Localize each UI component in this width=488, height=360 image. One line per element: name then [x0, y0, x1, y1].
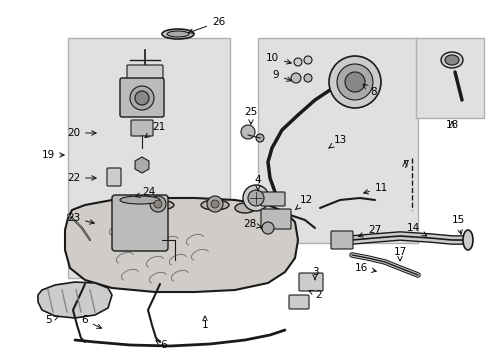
FancyBboxPatch shape — [112, 195, 168, 251]
Polygon shape — [65, 198, 297, 292]
Text: 22: 22 — [67, 173, 96, 183]
Ellipse shape — [120, 196, 160, 204]
Text: 27: 27 — [358, 225, 381, 237]
Circle shape — [328, 56, 380, 108]
Circle shape — [247, 190, 264, 206]
Bar — [68, 38, 229, 278]
Text: 19: 19 — [41, 150, 64, 160]
Text: 15: 15 — [450, 215, 464, 234]
Text: 6: 6 — [81, 315, 102, 328]
Circle shape — [241, 125, 254, 139]
Circle shape — [293, 58, 302, 66]
Circle shape — [206, 196, 223, 212]
FancyBboxPatch shape — [107, 168, 121, 186]
Polygon shape — [38, 282, 112, 318]
Text: 9: 9 — [272, 70, 291, 81]
Text: 17: 17 — [392, 247, 406, 261]
Text: 10: 10 — [265, 53, 291, 64]
Text: 2: 2 — [308, 290, 321, 300]
Ellipse shape — [142, 200, 174, 210]
Text: 1: 1 — [201, 316, 208, 330]
Circle shape — [262, 222, 273, 234]
Text: 18: 18 — [445, 120, 458, 130]
Text: 12: 12 — [295, 195, 313, 210]
Circle shape — [256, 134, 264, 142]
FancyBboxPatch shape — [261, 192, 285, 206]
Text: 6: 6 — [156, 340, 166, 350]
Circle shape — [336, 64, 372, 100]
Circle shape — [210, 200, 219, 208]
Ellipse shape — [462, 230, 472, 250]
Ellipse shape — [444, 55, 458, 65]
Ellipse shape — [440, 52, 462, 68]
Circle shape — [345, 72, 364, 92]
Text: 14: 14 — [406, 223, 426, 236]
Ellipse shape — [167, 31, 189, 37]
Text: 7: 7 — [401, 160, 407, 170]
Ellipse shape — [162, 29, 194, 39]
FancyBboxPatch shape — [288, 295, 308, 309]
Text: 28: 28 — [242, 219, 261, 229]
Circle shape — [130, 86, 154, 110]
Text: 13: 13 — [328, 135, 346, 148]
FancyBboxPatch shape — [330, 231, 352, 249]
Ellipse shape — [201, 200, 228, 210]
Bar — [258, 38, 417, 243]
Text: 3: 3 — [311, 267, 318, 280]
Text: 11: 11 — [363, 183, 387, 194]
Circle shape — [154, 200, 162, 208]
Text: 26: 26 — [188, 17, 225, 33]
Text: 23: 23 — [67, 213, 94, 224]
FancyBboxPatch shape — [298, 273, 323, 291]
FancyBboxPatch shape — [120, 78, 163, 117]
Polygon shape — [135, 157, 149, 173]
Text: 25: 25 — [244, 107, 257, 124]
Circle shape — [290, 73, 301, 83]
Circle shape — [150, 196, 165, 212]
Text: 20: 20 — [67, 128, 96, 138]
Circle shape — [304, 74, 311, 82]
Text: 4: 4 — [254, 175, 261, 191]
FancyBboxPatch shape — [131, 120, 153, 136]
Circle shape — [243, 185, 268, 211]
Text: 16: 16 — [354, 263, 375, 273]
FancyBboxPatch shape — [261, 209, 290, 229]
FancyBboxPatch shape — [127, 65, 163, 79]
Text: 21: 21 — [145, 122, 165, 138]
Circle shape — [135, 91, 149, 105]
Text: 24: 24 — [135, 187, 155, 197]
Text: 8: 8 — [363, 84, 376, 97]
Circle shape — [304, 56, 311, 64]
Bar — [415, 38, 483, 118]
Ellipse shape — [235, 203, 254, 213]
Text: 5: 5 — [45, 315, 58, 325]
